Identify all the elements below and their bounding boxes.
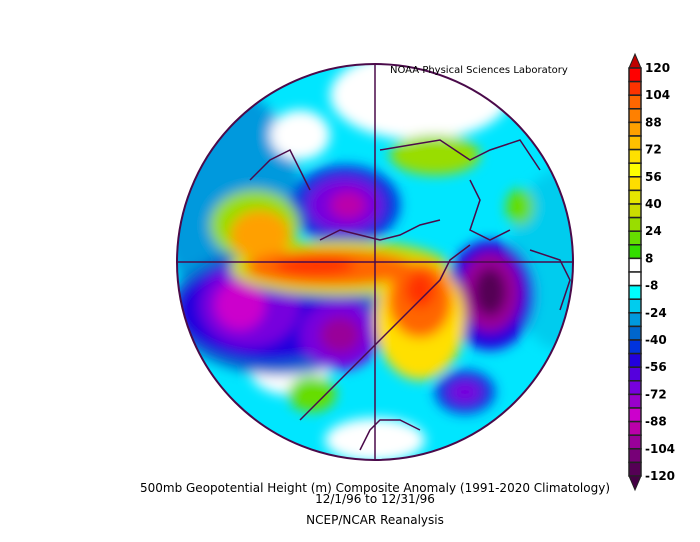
colorbar-tick-label: 120 [645, 61, 670, 75]
colorbar-tick-label: -40 [645, 333, 667, 347]
colorbar-swatch [628, 352, 642, 368]
colorbar-tick-label: -120 [645, 469, 675, 483]
colorbar-swatch [628, 67, 642, 83]
colorbar-tick-label: -24 [645, 306, 667, 320]
colorbar-swatch [628, 216, 642, 232]
data-source: NCEP/NCAR Reanalysis [306, 513, 444, 527]
colorbar-tick-label: -56 [645, 360, 667, 374]
colorbar-swatch [628, 176, 642, 192]
colorbar-swatch [628, 148, 642, 164]
colorbar-swatch [628, 325, 642, 341]
colorbar-swatch [628, 257, 642, 273]
colorbar-tick-label: 8 [645, 251, 653, 265]
colorbar-tick-label: 24 [645, 224, 662, 238]
colorbar-top-arrow [628, 52, 642, 69]
colorbar-swatch [628, 162, 642, 178]
colorbar-tick-label: 72 [645, 143, 662, 157]
colorbar-bottom-arrow [628, 475, 642, 492]
colorbar-swatch [628, 230, 642, 246]
colorbar-swatch [628, 244, 642, 260]
colorbar-tick-label: -88 [645, 415, 667, 429]
coastlines [249, 139, 571, 451]
colorbar-tick-label: 56 [645, 170, 662, 184]
colorbar-tick-label: -8 [645, 279, 658, 293]
colorbar-tick-label: -104 [645, 442, 675, 456]
colorbar-swatch [628, 298, 642, 314]
colorbar-swatch [628, 366, 642, 382]
colorbar-swatch [628, 339, 642, 355]
colorbar-tick-label: 88 [645, 115, 662, 129]
colorbar-swatch [628, 271, 642, 287]
colorbar-swatch [628, 407, 642, 423]
colorbar-swatch [628, 203, 642, 219]
colorbar-swatch [628, 393, 642, 409]
colorbar-swatch [628, 448, 642, 464]
date-range: 12/1/96 to 12/31/96 [315, 492, 435, 506]
colorbar-swatch [628, 189, 642, 205]
colorbar: 120 104 88 72 56 40 24 8 -8 -24 -40 -56 -72 -88 -104 -1… [628, 52, 675, 492]
colorbar-swatch [628, 121, 642, 137]
colorbar-tick-label: -72 [645, 387, 667, 401]
colorbar-swatch [628, 108, 642, 124]
colorbar-swatch [628, 420, 642, 436]
colorbar-tick-label: 40 [645, 197, 662, 211]
colorbar-swatch [628, 135, 642, 151]
anomaly-map [177, 64, 573, 460]
colorbar-swatch [628, 380, 642, 396]
map-boundary [176, 63, 574, 461]
colorbar-swatch [628, 434, 642, 450]
colorbar-swatch [628, 312, 642, 328]
colorbar-swatch [628, 94, 642, 110]
plot-title: 500mb Geopotential Height (m) Composite … [139, 481, 610, 495]
colorbar-tick-label: 104 [645, 88, 670, 102]
colorbar-swatch [628, 284, 642, 300]
colorbar-swatch [628, 80, 642, 96]
credit-label: NOAA Physical Sciences Laboratory [390, 65, 568, 76]
colorbar-swatch [628, 461, 642, 477]
